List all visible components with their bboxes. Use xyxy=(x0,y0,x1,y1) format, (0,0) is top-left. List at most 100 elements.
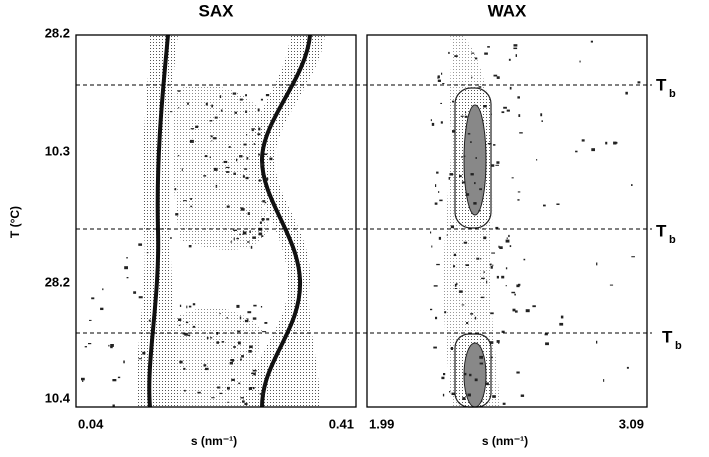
speckle xyxy=(591,148,596,152)
speckle xyxy=(138,243,143,246)
speckle xyxy=(463,372,467,376)
speckle xyxy=(491,252,496,254)
speckle xyxy=(84,346,88,348)
speckle xyxy=(203,364,207,367)
speckle xyxy=(483,105,487,108)
speckle xyxy=(206,336,209,340)
speckle xyxy=(461,156,463,158)
speckle xyxy=(456,282,458,286)
speckle xyxy=(478,86,482,88)
speckle xyxy=(490,164,495,167)
speckle xyxy=(437,79,441,82)
speckle xyxy=(438,236,442,240)
speckle xyxy=(177,90,181,92)
speckle xyxy=(453,253,457,257)
contour-line xyxy=(259,34,312,408)
speckle xyxy=(252,387,255,390)
speckle xyxy=(260,98,263,101)
x-tick-label: 0.04 xyxy=(78,416,104,431)
speckle xyxy=(474,316,477,320)
speckle xyxy=(240,397,244,399)
speckle xyxy=(544,333,548,336)
speckle xyxy=(188,305,192,308)
speckle xyxy=(509,86,512,90)
speckle xyxy=(190,205,193,208)
speckle xyxy=(501,330,505,333)
speckle xyxy=(463,155,466,157)
speckle xyxy=(490,266,493,269)
speckle xyxy=(505,267,508,270)
speckle xyxy=(177,155,180,157)
speckle xyxy=(452,130,456,133)
speckle xyxy=(110,344,114,347)
speckle xyxy=(238,341,241,345)
speckle xyxy=(493,144,496,146)
speckle xyxy=(247,241,250,243)
speckle xyxy=(112,379,117,382)
speckle xyxy=(485,382,489,386)
speckle xyxy=(215,184,218,188)
speckle xyxy=(244,319,249,323)
speckle xyxy=(82,380,84,382)
speckle xyxy=(438,191,440,193)
speckle xyxy=(138,358,142,360)
speckle xyxy=(183,200,187,202)
speckle xyxy=(479,355,484,359)
speckle xyxy=(260,163,265,166)
speckle xyxy=(465,264,470,267)
speckle xyxy=(233,346,236,348)
speckle xyxy=(184,332,188,336)
speckle xyxy=(453,265,456,268)
speckle xyxy=(430,231,432,234)
speckle xyxy=(236,304,240,308)
speckle xyxy=(142,351,146,355)
speckle xyxy=(441,72,443,75)
speckle xyxy=(230,359,235,362)
peak-core xyxy=(463,342,487,408)
speckle xyxy=(433,346,437,349)
speckle xyxy=(209,156,211,159)
speckle xyxy=(486,280,488,284)
speckle xyxy=(435,184,437,187)
speckle xyxy=(450,225,455,229)
speckle xyxy=(441,376,445,380)
speckle xyxy=(269,125,273,127)
speckle xyxy=(487,46,490,48)
speckle xyxy=(242,400,245,403)
speckle xyxy=(214,116,218,119)
contour-plots xyxy=(81,34,641,408)
speckle xyxy=(239,316,242,320)
speckle xyxy=(512,308,516,312)
speckle xyxy=(244,168,248,170)
speckle xyxy=(479,362,484,365)
speckle xyxy=(517,191,521,193)
speckle xyxy=(609,284,614,286)
speckle xyxy=(605,141,608,145)
speckle xyxy=(439,199,443,202)
speckle xyxy=(223,160,228,164)
speckle xyxy=(493,74,498,77)
speckle xyxy=(219,95,222,99)
panel-title: WAX xyxy=(488,1,527,20)
speckle xyxy=(250,245,253,249)
speckle xyxy=(532,305,536,308)
speckle xyxy=(252,369,257,372)
speckle xyxy=(170,111,173,113)
speckle xyxy=(517,199,520,201)
speckle xyxy=(581,139,585,142)
speckle xyxy=(210,135,213,138)
speckle xyxy=(525,309,530,313)
speckle xyxy=(461,304,465,306)
speckle xyxy=(253,372,256,376)
speckle xyxy=(192,325,196,328)
marker-base: T xyxy=(656,75,667,94)
speckle xyxy=(204,155,208,158)
speckle xyxy=(81,377,85,381)
speckle xyxy=(513,47,518,50)
speckle xyxy=(195,125,198,128)
marker-sub: b xyxy=(675,340,682,352)
speckle xyxy=(247,311,252,314)
speckle xyxy=(245,110,248,113)
panel-title: SAX xyxy=(199,1,235,20)
